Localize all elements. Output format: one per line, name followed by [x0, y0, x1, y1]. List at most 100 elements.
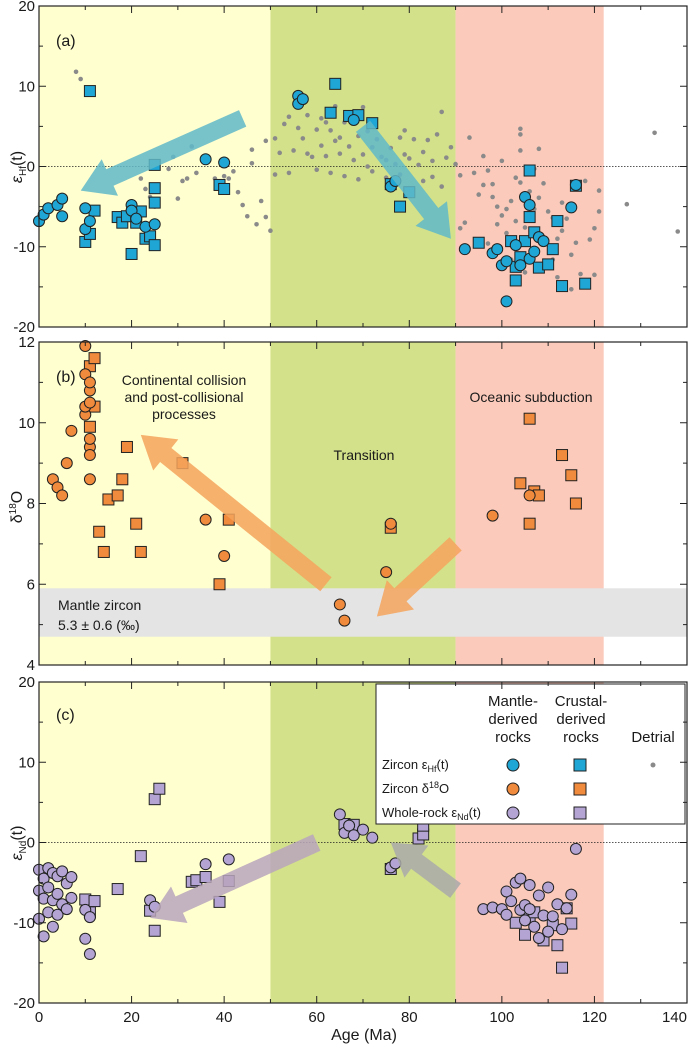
- panel-a-dot-point: [337, 151, 343, 156]
- panel-a-circle-point: [537, 235, 550, 248]
- panel-a-y-tick-label: 20: [18, 0, 35, 15]
- panel-b-circle-point: [83, 473, 96, 486]
- x-tick-label: 80: [401, 1009, 418, 1026]
- panel-a-dot-point: [592, 225, 597, 231]
- panel-b-square-point: [88, 352, 101, 365]
- panel-a-dot-point: [244, 213, 250, 219]
- panel-a-dot-point: [425, 137, 431, 143]
- panel-a-dot-point: [249, 160, 255, 166]
- panel-a-dot-point: [494, 221, 500, 227]
- panel-a-dot-point: [541, 181, 546, 186]
- panel-a-dot-point: [258, 198, 264, 204]
- panel-b-square-point: [116, 473, 129, 486]
- panel-a-dot-point: [467, 135, 472, 140]
- panel-a-label: (a): [56, 33, 76, 50]
- panel-b-axes: 4 6 8 10 12: [18, 334, 688, 674]
- legend-box: [375, 683, 686, 825]
- panel-a-dot-point: [337, 135, 343, 140]
- panel-a-dot-point: [277, 150, 282, 156]
- panel-c-circle-point: [79, 932, 92, 945]
- panel-c-circle-point: [565, 888, 578, 901]
- panel-a-dot-point: [596, 188, 602, 193]
- panel-a-dot-point: [78, 76, 83, 82]
- panel-a-dot-point: [508, 198, 514, 204]
- panel-b-square-point: [134, 545, 147, 558]
- panel-a-dot-point: [430, 174, 435, 180]
- panel-a-dot-point: [559, 200, 565, 205]
- panel-a-circle-point: [491, 243, 504, 256]
- panel-a-dot-point: [596, 209, 602, 214]
- panel-a-dot-point: [518, 180, 523, 185]
- panel-a-ylabel: εHf(t): [9, 151, 29, 183]
- panel-c-circle-point: [528, 920, 541, 933]
- panel-a-dot-point: [346, 144, 352, 149]
- panel-a-dot-point: [494, 204, 500, 209]
- panel-a-dot-point: [221, 173, 227, 179]
- annotation-continental-1: Continental collision: [122, 372, 247, 388]
- panel-c-circle-point: [569, 842, 582, 855]
- panel-c-marks: [33, 782, 582, 974]
- panel-b-circle-point: [333, 598, 346, 611]
- panel-a-dot-point: [328, 170, 333, 176]
- legend-col-detrial: Detrial: [631, 729, 674, 746]
- panel-a-dot-point: [592, 272, 597, 278]
- panel-a-dot-point: [369, 169, 375, 174]
- panel-a-dot-point: [402, 128, 407, 133]
- panel-c-circle-point: [546, 910, 559, 923]
- panel-c-square-point: [153, 782, 166, 795]
- panel-b-square-point: [569, 497, 582, 510]
- panel-a-dot-point: [536, 195, 542, 201]
- panel-a-y-tick-label: 10: [18, 78, 35, 95]
- panel-c-circle-point: [505, 895, 518, 908]
- panel-c-circle-point: [51, 887, 64, 900]
- panel-a-dot-point: [624, 201, 630, 207]
- panel-a-circle-point: [514, 259, 527, 272]
- panel-b-circle-point: [83, 449, 96, 462]
- panel-a-trend-arrow-1: [355, 120, 451, 239]
- annotation-transition: Transition: [334, 447, 395, 463]
- panel-b-circle-point: [83, 396, 96, 409]
- panel-a-dot-point: [439, 184, 444, 189]
- panel-c-circle-point: [333, 808, 346, 821]
- panel-c-square-point: [199, 871, 212, 884]
- panel-a-axes: -20 -10 0 10 20: [13, 0, 688, 336]
- panel-a-dot-point: [231, 169, 236, 174]
- panel-c-square-point: [148, 924, 161, 937]
- panel-a-circle-point: [565, 201, 578, 214]
- panel-a-dot-point: [309, 154, 315, 160]
- panel-a-dot-point: [471, 170, 477, 176]
- panel-a-circle-point: [500, 295, 513, 308]
- panel-c-y-tick-label: 10: [18, 754, 35, 771]
- panel-a: -20 -10 0 10 20 (a) εHf(t): [9, 0, 688, 336]
- panel-a-dot-point: [356, 177, 361, 182]
- legend-col-crustal-2: derived: [556, 711, 605, 728]
- panel-b-trend-arrow-1: [376, 537, 462, 617]
- panel-a-dot-point: [652, 130, 657, 136]
- panel-a-dot-point: [249, 147, 255, 152]
- panel-a-dot-point: [360, 152, 366, 157]
- legend-col-mantle-2: derived: [488, 711, 537, 728]
- panel-c-circle-point: [532, 931, 545, 944]
- panel-a-dot-point: [73, 69, 79, 75]
- panel-a-dot-point: [448, 144, 454, 150]
- legend-label-zircon-hf: Zircon εHf(t): [382, 757, 449, 774]
- legend-marker-detrial: [650, 762, 656, 768]
- panel-a-dot-point: [555, 274, 560, 280]
- mantle-zircon-label: Mantle zircon: [58, 597, 141, 613]
- panel-a-dot-point: [365, 164, 370, 169]
- panel-a-dot-point: [286, 170, 292, 176]
- x-tick-label: 60: [308, 1009, 325, 1026]
- panel-c-circle-point: [347, 829, 360, 842]
- panel-c-circle-point: [366, 831, 379, 844]
- panel-a-y-tick-label: -10: [13, 239, 35, 256]
- panel-c-circle-point: [60, 903, 73, 916]
- x-tick-label: 40: [216, 1009, 233, 1026]
- panel-a-dot-point: [430, 158, 435, 164]
- panel-a-dot-point: [314, 127, 320, 132]
- panel-a-dot-point: [406, 156, 412, 161]
- panel-a-square-point: [148, 239, 161, 252]
- panel-c-circle-point: [51, 908, 64, 921]
- x-tick-label: 100: [489, 1009, 514, 1026]
- panel-a-dot-point: [420, 178, 426, 184]
- x-axis-label: Age (Ma): [331, 1027, 397, 1044]
